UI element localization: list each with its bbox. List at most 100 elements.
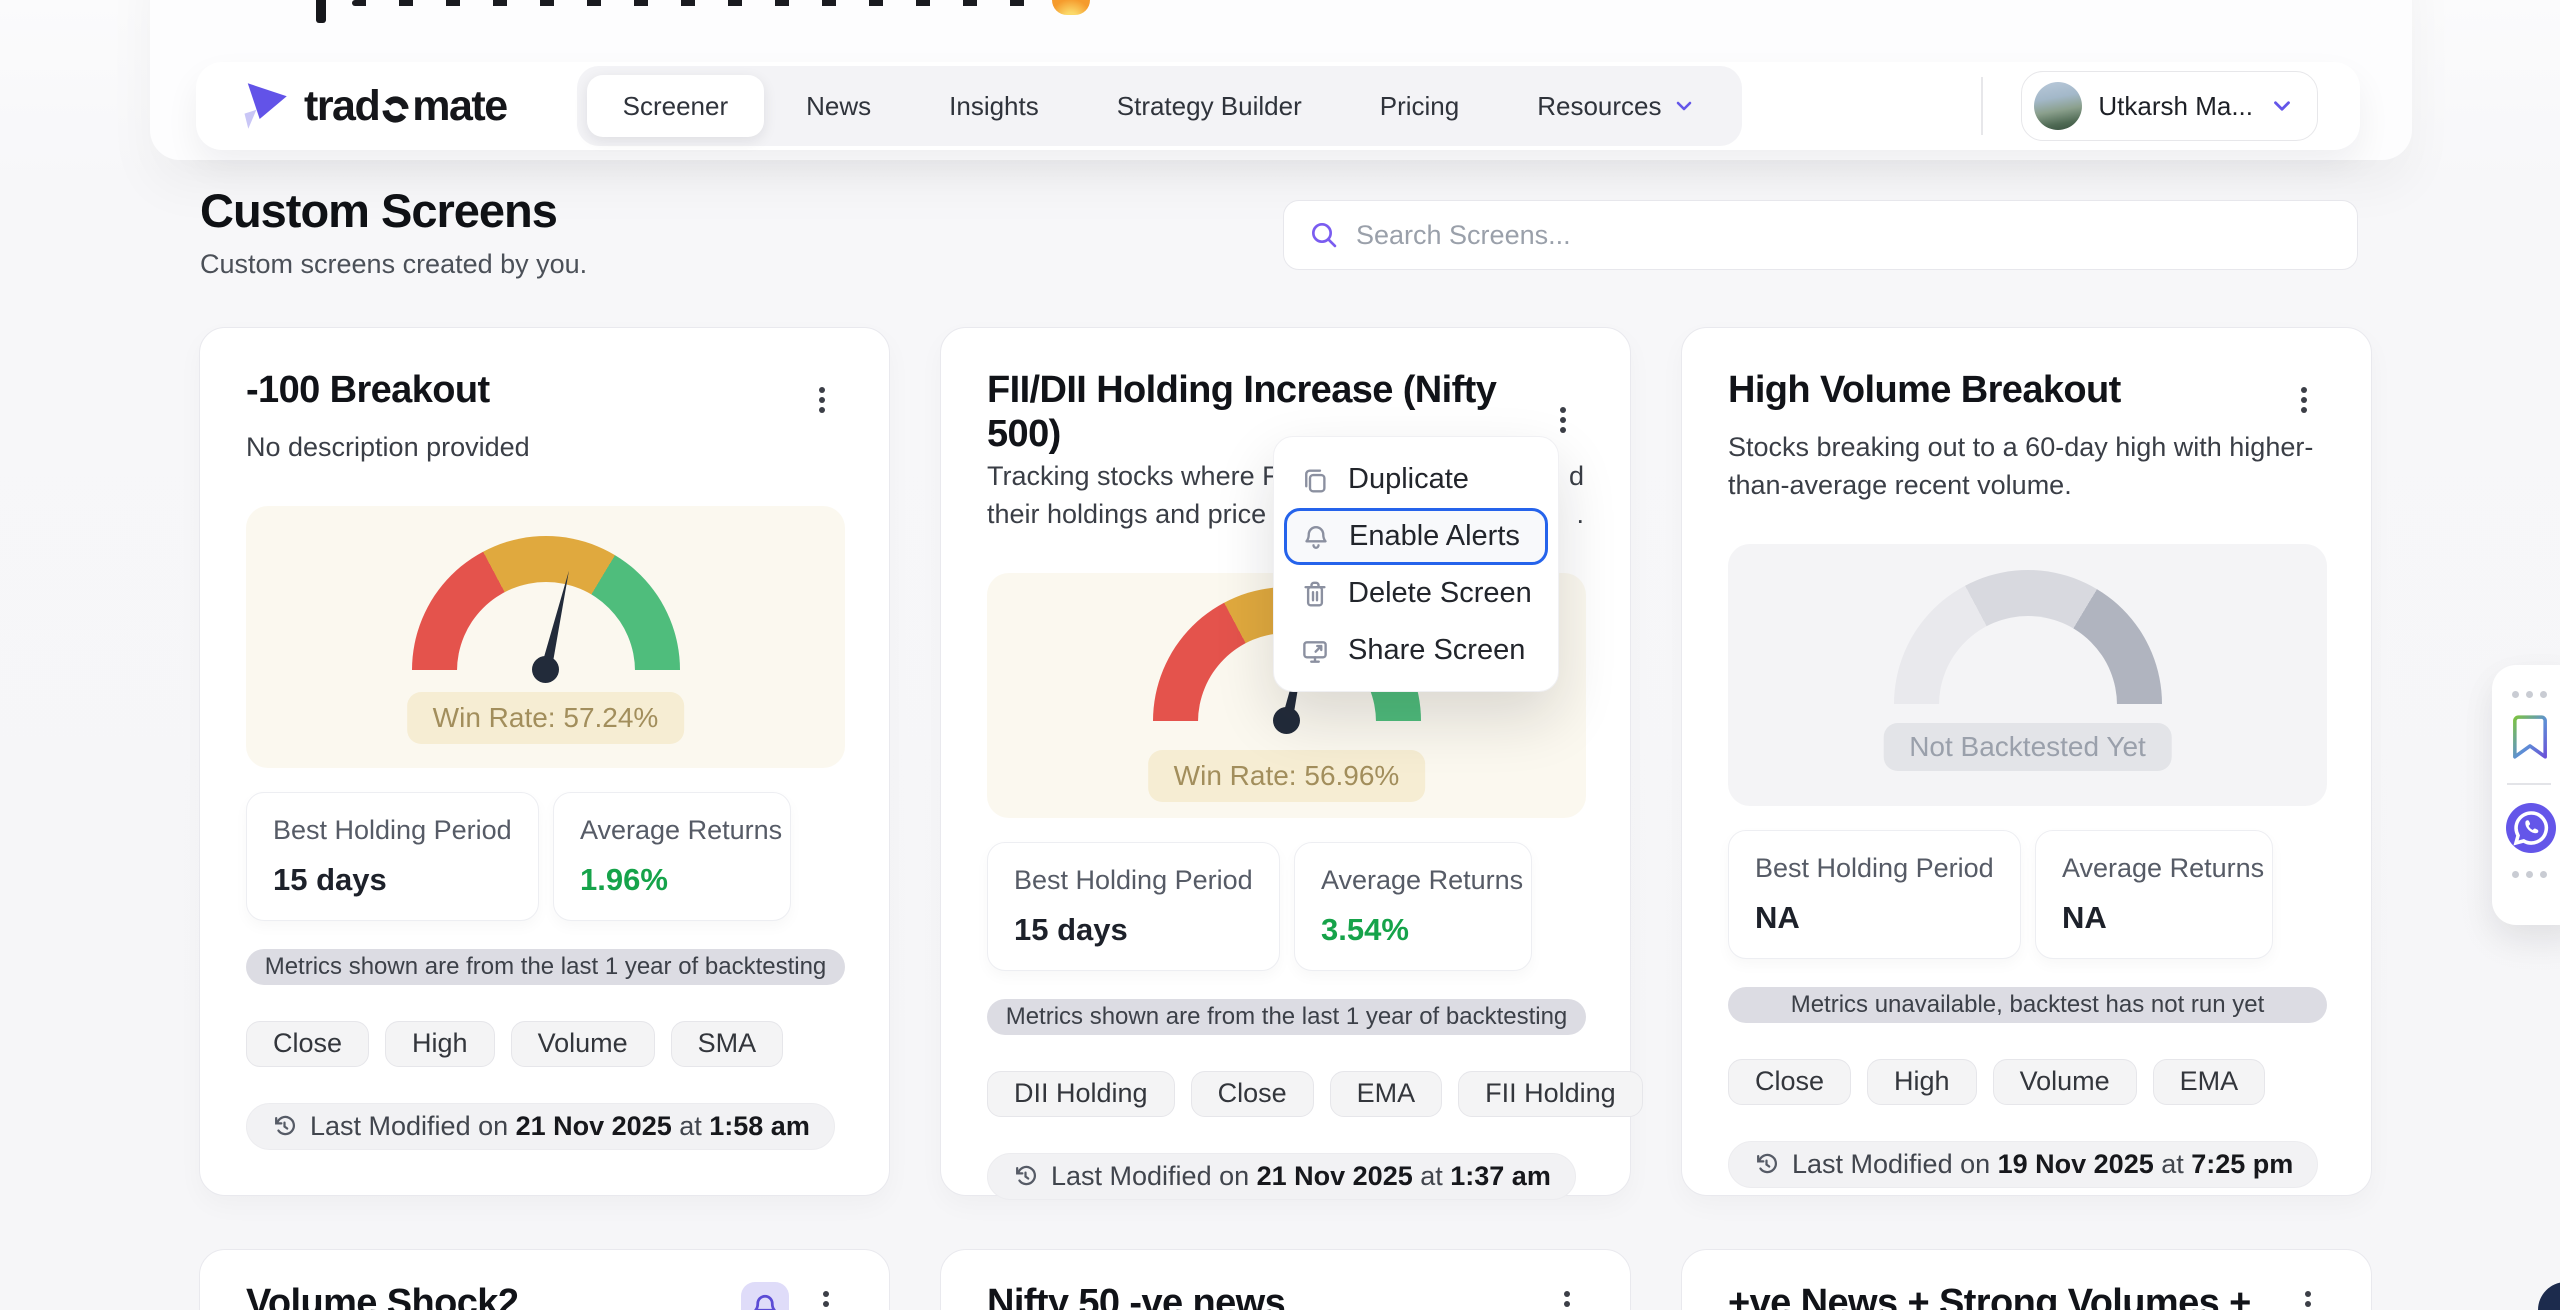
metrics-note: Metrics unavailable, backtest has not ru…: [1728, 987, 2327, 1024]
brand-text-right: mate: [412, 81, 508, 130]
search-input[interactable]: [1356, 219, 2333, 251]
stat-best-holding-period: Best Holding Period NA: [1728, 830, 2021, 960]
stat-best-holding-period: Best Holding Period 15 days: [246, 792, 539, 922]
tag: Close: [1190, 1070, 1314, 1117]
chevron-down-icon: [2274, 101, 2290, 111]
tag-list: Close High Volume EMA: [1728, 1059, 2325, 1106]
stat-value: NA: [2062, 900, 2107, 936]
share-screen-icon: [1300, 636, 1330, 666]
not-backtested-badge: Not Backtested Yet: [1883, 723, 2172, 772]
menu-item-delete-screen[interactable]: Delete Screen: [1274, 565, 1558, 622]
kebab-icon: [823, 1301, 829, 1307]
stat-label: Best Holding Period: [1755, 853, 1994, 884]
navbar: trad mate Screener News Insights Strategy…: [196, 62, 2360, 150]
card-menu-button[interactable]: [809, 1282, 843, 1310]
card-description: Stocks breaking out to a 60-day high wit…: [1728, 432, 2314, 501]
last-modified-text: Last Modified on 21 Nov 2025 at 1:58 am: [310, 1111, 810, 1142]
nav-item-resources[interactable]: Resources: [1501, 75, 1731, 137]
nav-item-news[interactable]: News: [806, 91, 872, 121]
nav-item-insights[interactable]: Insights: [949, 91, 1039, 121]
screen-search: [1283, 200, 2358, 270]
bookmark-icon[interactable]: [2511, 714, 2549, 765]
screen-card--100-breakout[interactable]: -100 Breakout No description provided Wi…: [199, 327, 890, 1196]
stat-value: NA: [1755, 900, 1800, 936]
history-icon: [1016, 1165, 1037, 1186]
last-modified-text: Last Modified on 19 Nov 2025 at 7:25 pm: [1792, 1149, 2294, 1180]
stat-average-returns: Average Returns NA: [2035, 830, 2273, 960]
card-menu-button[interactable]: [805, 380, 839, 420]
alerts-enabled-badge[interactable]: [741, 1282, 789, 1310]
clipped-heading-fragment: [352, 0, 1064, 6]
page-title: Custom Screens: [200, 184, 558, 237]
stat-label: Best Holding Period: [273, 815, 512, 846]
gauge-arc: [411, 536, 680, 672]
menu-item-label: Share Screen: [1348, 634, 1526, 666]
whatsapp-icon[interactable]: [2506, 803, 2556, 853]
brand-wordmark: trad mate: [304, 81, 508, 131]
stat-label: Average Returns: [580, 815, 783, 846]
navbar-divider: [1981, 77, 1984, 135]
card-title: Volume Shock2: [246, 1282, 519, 1310]
logo-o-glyph: [382, 95, 409, 123]
menu-item-share-screen[interactable]: Share Screen: [1274, 622, 1558, 679]
screen-card-nifty-50-ve-news[interactable]: Nifty 50 -ve news: [940, 1249, 1631, 1310]
stat-average-returns: Average Returns 3.54%: [1294, 841, 1532, 971]
widget-more-button[interactable]: [2509, 691, 2549, 698]
nav-item-strategy-builder[interactable]: Strategy Builder: [1116, 91, 1302, 121]
kebab-icon: [2301, 397, 2307, 403]
card-menu-button[interactable]: [1546, 400, 1580, 440]
brand-logo[interactable]: trad mate: [238, 80, 508, 132]
win-rate-badge: Win Rate: 56.96%: [1147, 749, 1426, 802]
not-backtested-gauge: [1893, 570, 2162, 706]
screen-card-volume-shock2[interactable]: Volume Shock2: [199, 1249, 890, 1310]
nav-item-pricing[interactable]: Pricing: [1379, 91, 1460, 121]
metrics-note: Metrics shown are from the last 1 year o…: [246, 949, 845, 986]
search-icon: [1312, 223, 1337, 248]
last-modified-badge: Last Modified on 19 Nov 2025 at 7:25 pm: [1728, 1141, 2319, 1189]
history-icon: [275, 1116, 296, 1136]
card-context-menu: Duplicate Enable Alerts Delete Screen Sh…: [1273, 436, 1559, 692]
stat-label: Average Returns: [1321, 864, 1524, 895]
tag: High: [1867, 1059, 1977, 1106]
nav-item-screener[interactable]: Screener: [586, 75, 765, 137]
kebab-icon: [1560, 417, 1566, 423]
card-description-line: Tracking stocks where FII d: [987, 460, 1584, 491]
last-modified-badge: Last Modified on 21 Nov 2025 at 1:37 am: [987, 1152, 1576, 1200]
tag: Close: [1728, 1059, 1852, 1106]
card-menu-button[interactable]: [1550, 1282, 1584, 1310]
user-menu-button[interactable]: Utkarsh Ma...: [2021, 71, 2318, 141]
screen-card-high-volume-breakout[interactable]: High Volume Breakout Stocks breaking out…: [1681, 327, 2372, 1196]
gauge-knob: [1273, 706, 1300, 734]
card-title: High Volume Breakout: [1728, 369, 2121, 411]
tag: SMA: [670, 1021, 784, 1068]
backtest-gauge-panel: Win Rate: 57.24%: [246, 506, 845, 769]
card-title: +ve News + Strong Volumes +: [1728, 1282, 2251, 1310]
card-title: Nifty 50 -ve news: [987, 1282, 1286, 1310]
page-subtitle: Custom screens created by you.: [200, 249, 588, 279]
stat-best-holding-period: Best Holding Period 15 days: [987, 841, 1280, 971]
trash-icon: [1300, 579, 1330, 609]
card-menu-button[interactable]: [2291, 1282, 2325, 1310]
tag: EMA: [1329, 1070, 1443, 1117]
avatar: [2034, 82, 2083, 130]
chat-widget-button[interactable]: [2538, 1282, 2560, 1310]
stat-value: 1.96%: [580, 862, 668, 898]
widget-more-button[interactable]: [2509, 871, 2549, 878]
screen-card-fii-dii-holding-increase[interactable]: FII/DII Holding Increase (Nifty 500) Tra…: [940, 327, 1643, 1200]
screen-card-ve-news-strong-volumes[interactable]: +ve News + Strong Volumes +: [1681, 1249, 2372, 1310]
menu-item-enable-alerts[interactable]: Enable Alerts: [1284, 508, 1548, 565]
tag: FII Holding: [1458, 1070, 1643, 1117]
card-title: FII/DII Holding Increase (Nifty 500): [987, 369, 1497, 456]
last-modified-badge: Last Modified on 21 Nov 2025 at 1:58 am: [246, 1103, 835, 1151]
main-nav: Screener News Insights Strategy Builder …: [576, 66, 1742, 146]
gauge-arc: [1893, 570, 2162, 706]
tag: Volume: [510, 1021, 655, 1068]
menu-item-duplicate[interactable]: Duplicate: [1274, 451, 1558, 508]
logo-icon: [244, 83, 287, 129]
stat-value: 15 days: [273, 862, 387, 898]
tag: EMA: [2152, 1059, 2266, 1106]
card-description: No description provided: [246, 432, 530, 463]
chevron-down-icon: [1676, 101, 1691, 111]
card-menu-button[interactable]: [2287, 380, 2321, 420]
